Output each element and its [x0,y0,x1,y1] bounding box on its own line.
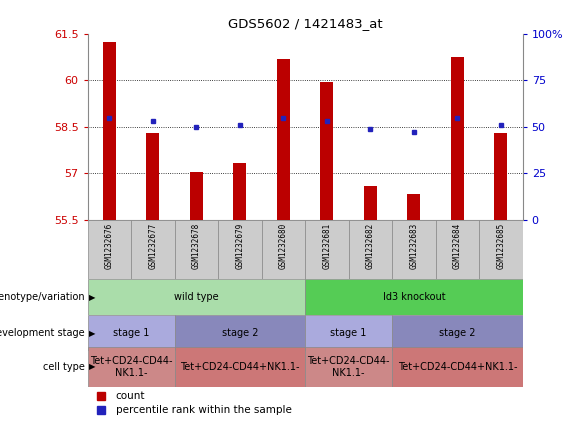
Text: Tet+CD24-CD44+NK1.1-: Tet+CD24-CD44+NK1.1- [180,362,299,372]
Text: GSM1232682: GSM1232682 [366,223,375,269]
Text: GSM1232685: GSM1232685 [497,223,505,269]
Bar [494,133,507,220]
Text: GSM1232683: GSM1232683 [410,223,418,269]
Text: wild type: wild type [174,292,219,302]
Bar [190,172,203,220]
Bar [88,315,175,351]
Text: GSM1232678: GSM1232678 [192,223,201,269]
Bar [88,279,305,315]
Bar [451,57,464,220]
Bar [218,220,262,279]
Bar [175,315,305,351]
Bar [305,347,392,387]
Bar [262,220,305,279]
Bar [436,220,479,279]
Bar [175,220,218,279]
Text: development stage: development stage [0,328,85,338]
Text: GSM1232680: GSM1232680 [279,223,288,269]
Bar [175,347,305,387]
Title: GDS5602 / 1421483_at: GDS5602 / 1421483_at [228,17,383,30]
Bar [364,186,377,220]
Bar [103,41,116,220]
Text: GSM1232681: GSM1232681 [323,223,331,269]
Bar [305,279,523,315]
Bar [305,315,392,351]
Bar [88,220,131,279]
Text: GSM1232677: GSM1232677 [149,223,157,269]
Bar [277,59,290,220]
Bar [479,220,523,279]
Text: genotype/variation: genotype/variation [0,292,85,302]
Text: GSM1232679: GSM1232679 [236,223,244,269]
Text: ▶: ▶ [89,329,95,338]
Bar [392,220,436,279]
Bar [320,82,333,220]
Bar [349,220,392,279]
Text: ▶: ▶ [89,363,95,371]
Text: stage 2: stage 2 [439,328,476,338]
Bar [407,194,420,220]
Text: GSM1232684: GSM1232684 [453,223,462,269]
Bar [305,220,349,279]
Text: stage 2: stage 2 [221,328,258,338]
Bar [233,162,246,220]
Bar [131,220,175,279]
Bar [392,347,523,387]
Text: Id3 knockout: Id3 knockout [383,292,445,302]
Text: Tet+CD24-CD44-
NK1.1-: Tet+CD24-CD44- NK1.1- [90,356,172,378]
Text: stage 1: stage 1 [331,328,367,338]
Text: Tet+CD24-CD44+NK1.1-: Tet+CD24-CD44+NK1.1- [398,362,517,372]
Text: ▶: ▶ [89,293,95,302]
Text: Tet+CD24-CD44-
NK1.1-: Tet+CD24-CD44- NK1.1- [307,356,390,378]
Bar [88,347,175,387]
Text: GSM1232676: GSM1232676 [105,223,114,269]
Text: stage 1: stage 1 [113,328,149,338]
Text: cell type: cell type [43,362,85,372]
Bar [146,133,159,220]
Text: percentile rank within the sample: percentile rank within the sample [116,405,292,415]
Text: count: count [116,391,145,401]
Bar [392,315,523,351]
